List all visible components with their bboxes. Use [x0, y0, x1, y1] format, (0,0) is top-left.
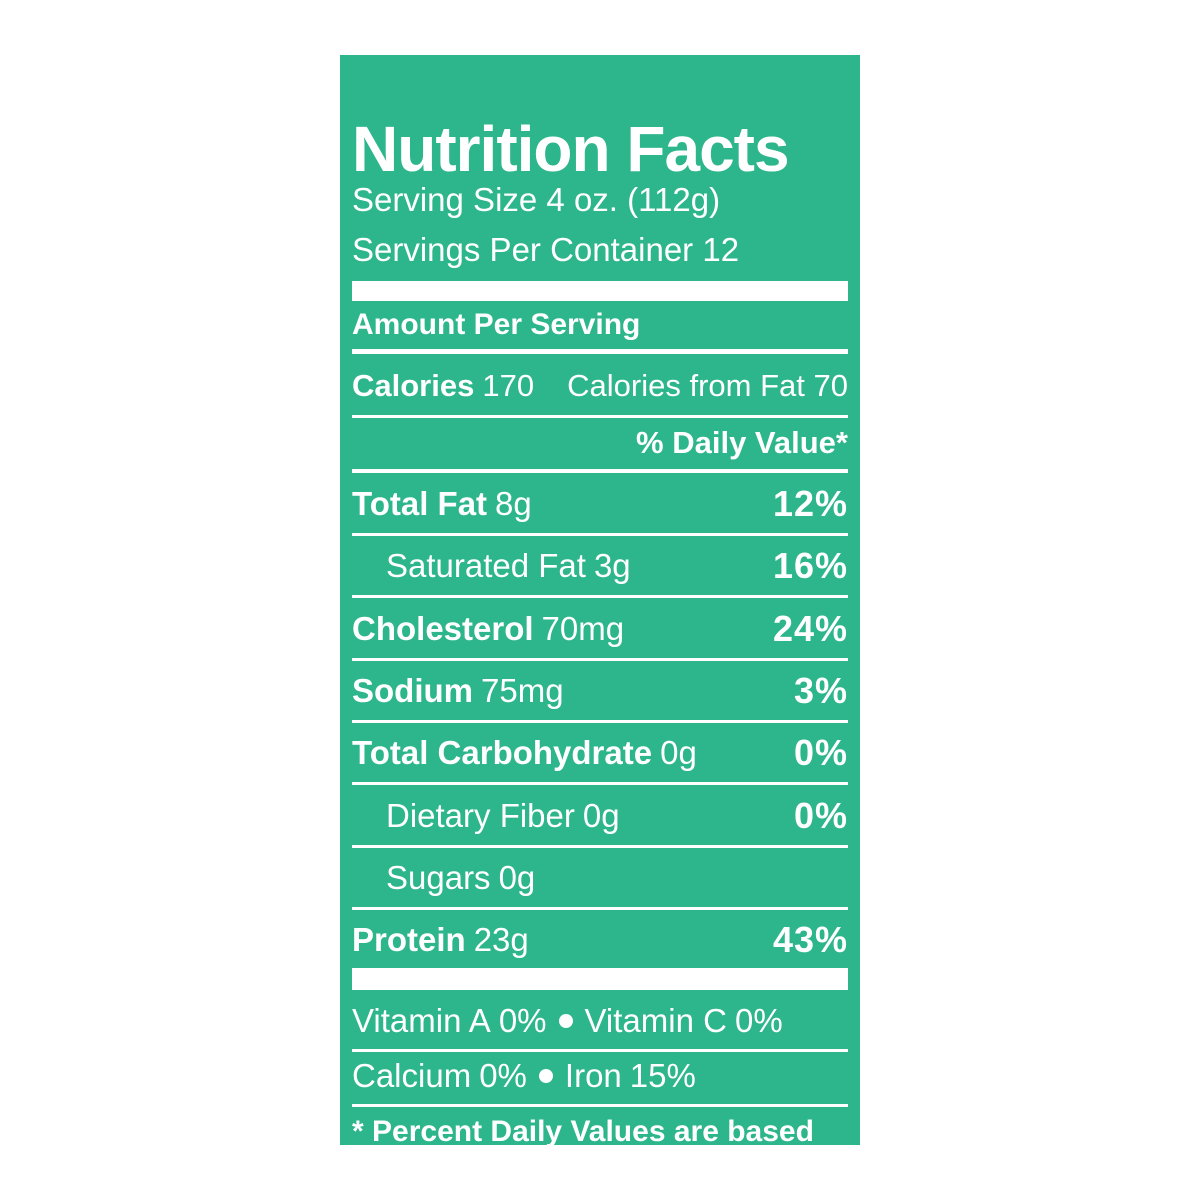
serving-size: Serving Size 4 oz. (112g) [352, 181, 721, 218]
nutrient-row: Saturated Fat 3g 16% [352, 538, 848, 594]
rule [352, 533, 848, 536]
nutrient: Protein 23g [352, 921, 529, 959]
daily-value: 0% [793, 732, 848, 774]
calories-row: Calories 170 Calories from Fat 70 [352, 358, 848, 414]
nutrient: Sugars 0g [386, 859, 535, 897]
vitamin-name: Iron [564, 1057, 622, 1094]
rule [352, 349, 848, 354]
thick-rule [352, 968, 848, 990]
rule [352, 719, 848, 723]
daily-value: 43% [772, 919, 848, 961]
nutrient: Total Carbohydrate 0g [352, 734, 697, 772]
bullet [558, 1014, 573, 1028]
nutrient-name: Total Carbohydrate [352, 734, 653, 772]
bullet [538, 1069, 553, 1083]
nutrient-row: Total Carbohydrate 0g 0% [352, 725, 848, 781]
vitamin-name: Calcium [352, 1057, 472, 1094]
rule [352, 657, 848, 661]
nutrient-name: Total Fat [352, 485, 488, 522]
nutrient-amount: 8g [495, 485, 532, 522]
nutrient: Sodium 75mg [352, 672, 564, 710]
rule [352, 782, 848, 786]
nutrition-label: Nutrition Facts Serving Size 4 oz. (112g… [340, 55, 860, 1183]
vitamin-value: 15% [629, 1057, 696, 1094]
nutrient-name: Dietary Fiber [386, 796, 575, 834]
servings-per-container: Servings Per Container 12 [352, 231, 740, 268]
nutrient-amount: 23g [473, 921, 529, 959]
vitamin-row: Calcium 0% Iron 15% [352, 1048, 848, 1104]
nutrient-name: Sugars [386, 858, 491, 896]
daily-value: 24% [772, 607, 848, 649]
vitamin-value: 0% [734, 1002, 783, 1039]
rule [352, 1049, 848, 1052]
vitamin-value: 0% [498, 1002, 547, 1039]
rule [352, 415, 848, 418]
footnote-2: on a 2,000 calorie diet. [374, 1151, 695, 1184]
nutrient-amount: 0g [660, 734, 697, 772]
nutrient: Saturated Fat 3g [386, 547, 631, 585]
vitamin-value: 0% [479, 1057, 527, 1094]
calories-value: 170 [482, 368, 535, 403]
daily-value-header: % Daily Value* [636, 425, 848, 460]
rule [352, 1104, 848, 1107]
nutrient-amount: 0g [582, 796, 620, 834]
nutrient-amount: 75mg [481, 671, 564, 709]
nutrient-row: Cholesterol 70mg 24% [352, 601, 848, 657]
calories-from-fat: Calories from Fat 70 [567, 368, 848, 403]
rule [352, 595, 848, 599]
nutrient-row: Sugars 0g [352, 850, 848, 906]
footnote-1: * Percent Daily Values are based [352, 1115, 814, 1148]
nutrient-amount: 0g [498, 858, 536, 896]
vitamin-name: Vitamin A [352, 1002, 491, 1039]
vitamin-name: Vitamin C [584, 1002, 727, 1039]
daily-value: 3% [793, 669, 848, 711]
daily-value: 12% [772, 483, 848, 524]
thick-rule [352, 281, 848, 301]
title: Nutrition Facts [352, 113, 790, 185]
amount-per-serving: Amount Per Serving [352, 308, 641, 341]
nutrient-name: Sodium [352, 671, 473, 709]
nutrient: Dietary Fiber 0g [386, 797, 620, 835]
nutrient: Cholesterol 70mg [352, 610, 624, 648]
nutrient-row: Protein 23g 43% [352, 912, 848, 968]
nutrient-name: Cholesterol [352, 609, 534, 647]
nutrient-row: Total Fat 8g 12% [352, 476, 848, 532]
nutrient-name: Saturated Fat [386, 547, 586, 585]
nutrient-name: Protein [352, 921, 466, 959]
vitamin-row: Vitamin A 0% Vitamin C 0% [352, 993, 848, 1049]
calories: Calories 170 [352, 368, 534, 404]
daily-value: 0% [793, 794, 848, 836]
nutrient-amount: 70mg [541, 609, 625, 647]
nutrient-amount: 3g [593, 547, 631, 585]
nutrient-row: Sodium 75mg 3% [352, 663, 848, 719]
nutrient-row: Dietary Fiber 0g 0% [352, 788, 848, 844]
rule [352, 844, 848, 848]
daily-value: 16% [772, 545, 848, 587]
nutrient: Total Fat 8g [352, 485, 532, 523]
calories-label: Calories [352, 368, 475, 403]
rule [352, 906, 848, 910]
rule [352, 469, 848, 473]
